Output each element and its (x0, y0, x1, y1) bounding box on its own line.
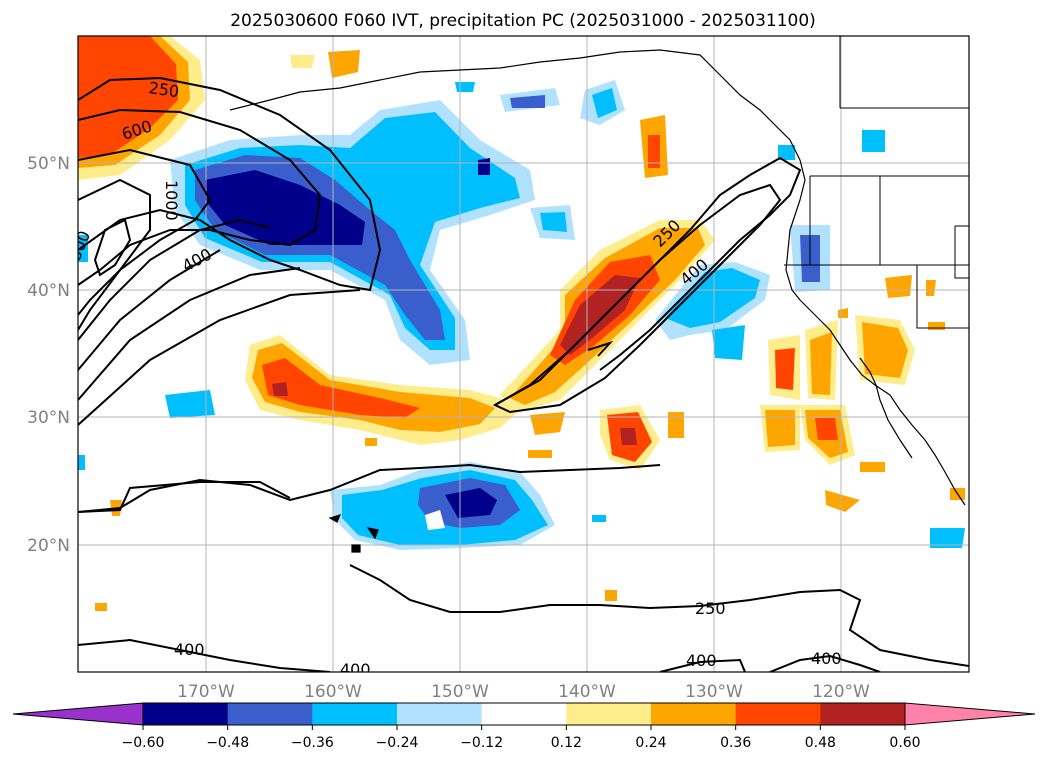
precip-region-east-negative (78, 455, 85, 470)
lat-tick-label: 30°N (27, 408, 70, 428)
lon-tick-label: 140°W (558, 682, 616, 702)
colorbar-tick-label: 0.48 (805, 735, 836, 751)
precip-region-east-negative (712, 325, 745, 360)
lon-tick-label: 150°W (431, 682, 489, 702)
colorbar-extend-min (12, 702, 144, 726)
lon-tick-labels: 170°W 160°W 150°W 140°W 130°W 120°W (177, 682, 870, 702)
ivt-contour-label: 400 (686, 651, 717, 670)
lat-tick-labels: 50°N 40°N 30°N 20°N (27, 154, 70, 556)
colorbar-tick-label: −0.12 (460, 735, 503, 751)
precip-region-subtropical-positive (272, 382, 288, 396)
colorbar-bin (820, 703, 906, 725)
country-borders (784, 36, 969, 329)
map-area: 250 600 1000 400 800 250 400 250 400 400… (78, 36, 969, 679)
precip-region-small-positive (765, 410, 795, 447)
precip-region-small-negative (455, 82, 475, 92)
ivt-contour-label: 1000 (162, 180, 181, 221)
precip-region-small-positive (926, 280, 936, 296)
precip-region-ar-positive (560, 275, 640, 355)
precip-region-small-positive (528, 450, 552, 458)
precip-region-nw-positive (290, 55, 315, 68)
lon-tick-label: 130°W (685, 682, 743, 702)
lat-tick-label: 50°N (27, 154, 70, 174)
colorbar-bin (651, 703, 737, 725)
precip-region-east-negative (862, 130, 885, 152)
lon-tick-label: 120°W (812, 682, 870, 702)
ivt-contour-label: 250 (147, 78, 180, 101)
ivt-contour-label: 400 (174, 640, 205, 659)
lat-tick-label: 20°N (27, 536, 70, 556)
colorbar-bin (143, 703, 229, 725)
colorbar-extend-max (904, 702, 1036, 726)
colorbar: −0.60 −0.48 −0.36 −0.24 −0.12 0.12 0.24 0.36 0.4… (12, 702, 1036, 751)
precip-region-small-positive (810, 332, 832, 395)
lon-tick-label: 160°W (304, 682, 362, 702)
precip-region-small-negative (478, 158, 490, 175)
precip-region-small-positive (668, 412, 684, 438)
precip-region-small-positive (825, 490, 860, 512)
precip-region-east-negative (778, 145, 795, 160)
map-frame (77, 35, 970, 673)
colorbar-tick-label: 0.24 (635, 735, 666, 751)
precip-region-small-positive (605, 590, 617, 601)
precip-region-east-negative (930, 528, 965, 548)
chart-title: 2025030600 F060 IVT, precipitation PC (2… (230, 11, 816, 31)
ivt-contour-label: 250 (695, 599, 726, 618)
precip-region-small-positive (885, 275, 912, 298)
colorbar-bin (481, 703, 567, 725)
colorbar-frame (142, 702, 906, 726)
colorbar-tick-label: −0.48 (206, 735, 249, 751)
precip-region-small-negative (510, 95, 545, 108)
precip-region-small-positive (648, 135, 660, 168)
coastlines (229, 49, 966, 553)
precip-region-small-positive (815, 418, 838, 440)
precip-region-small-positive (95, 603, 107, 611)
colorbar-tick-label: 0.60 (889, 735, 920, 751)
precip-region-small-negative (592, 88, 617, 118)
precip-region-east-negative (665, 268, 760, 328)
precip-region-south-negative (445, 488, 497, 518)
precip-region-small-positive (860, 462, 885, 472)
precip-region-south-negative (425, 510, 445, 530)
precip-region-small-positive (365, 438, 377, 446)
precip-region-subtropical-positive (252, 343, 495, 432)
precip-region-small-positive (530, 412, 565, 435)
colorbar-tick-label: −0.24 (376, 735, 419, 751)
precip-region-small-positive (928, 322, 945, 330)
precip-region-small-positive (862, 322, 908, 378)
precip-region-subtropical-positive (262, 358, 420, 418)
ivt-contour-label: 400 (340, 660, 371, 679)
precip-region-west-negative (78, 235, 88, 262)
colorbar-tick-label: 0.36 (720, 735, 751, 751)
ivt-contours (78, 76, 969, 672)
colorbar-tick-label: 0.12 (551, 735, 582, 751)
precip-region-nw-positive (328, 50, 360, 78)
colorbar-bin (397, 703, 483, 725)
colorbar-bin (312, 703, 398, 725)
precip-region-central-negative (205, 170, 365, 245)
lat-tick-label: 40°N (27, 281, 70, 301)
lon-tick-label: 170°W (177, 682, 235, 702)
ivt-contour-label: 400 (811, 649, 842, 668)
precip-region-small-positive (775, 348, 795, 390)
precip-region-small-negative (540, 212, 567, 232)
colorbar-tick-label: −0.36 (291, 735, 334, 751)
colorbar-bin (566, 703, 652, 725)
colorbar-bin (735, 703, 821, 725)
colorbar-tick-label: −0.60 (122, 735, 165, 751)
precip-region-nw-positive (78, 36, 178, 158)
precip-region-east-negative (165, 390, 215, 418)
precip-region-south-negative (592, 515, 606, 522)
colorbar-bin (227, 703, 313, 725)
graticule (78, 36, 969, 672)
precip-region-small-positive (620, 428, 637, 445)
